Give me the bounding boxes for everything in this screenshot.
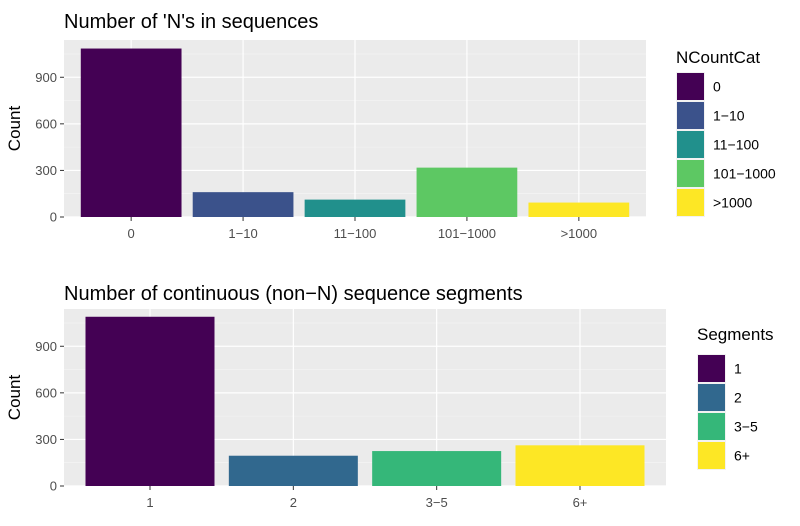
y-tick-label: 900 xyxy=(35,70,57,85)
bar xyxy=(372,451,502,486)
legend-swatch xyxy=(677,102,704,129)
legend-swatch xyxy=(677,73,704,100)
x-tick-label: 1 xyxy=(146,495,153,510)
y-axis-title: Count xyxy=(5,106,24,152)
x-tick-label: 6+ xyxy=(573,495,588,510)
legend-swatch xyxy=(698,442,725,469)
x-tick-label: 11−100 xyxy=(334,226,377,241)
bar xyxy=(304,199,406,217)
y-tick-label: 300 xyxy=(35,163,57,178)
legend-swatch xyxy=(677,160,704,187)
bar xyxy=(528,202,630,217)
legend-swatch xyxy=(698,355,725,382)
bar xyxy=(80,48,182,217)
x-tick-label: 2 xyxy=(290,495,297,510)
bar xyxy=(85,316,215,486)
chart-1: Number of 'N's in sequences 0 300 600 900 0 1−… xyxy=(5,11,776,241)
bar xyxy=(192,192,294,217)
legend-label: 101−1000 xyxy=(713,166,776,182)
bar xyxy=(416,167,518,217)
legend-label: 0 xyxy=(713,79,721,95)
y-tick-label: 600 xyxy=(35,385,57,400)
legend-label: 11−100 xyxy=(713,137,759,153)
legend-title: NCountCat xyxy=(676,48,760,67)
x-tick-label: >1000 xyxy=(561,226,598,241)
bar xyxy=(515,445,645,486)
x-tick-label: 101−1000 xyxy=(438,226,496,241)
legend-swatch xyxy=(677,189,704,216)
x-tick-label: 3−5 xyxy=(426,495,448,510)
legend-swatch xyxy=(698,384,725,411)
chart-title: Number of continuous (non−N) sequence se… xyxy=(64,283,523,305)
bar xyxy=(228,455,358,486)
legend-swatch xyxy=(698,413,725,440)
y-tick-label: 300 xyxy=(35,432,57,447)
chart-title: Number of 'N's in sequences xyxy=(64,11,318,33)
y-axis-title: Count xyxy=(5,375,24,421)
legend-label: 3−5 xyxy=(734,419,758,435)
legend-label: 6+ xyxy=(734,448,750,464)
y-tick-label: 0 xyxy=(50,479,57,494)
legend-swatch xyxy=(677,131,704,158)
x-tick-label: 1−10 xyxy=(228,226,257,241)
legend-label: 1−10 xyxy=(713,108,745,124)
legend-label: 2 xyxy=(734,390,742,406)
y-tick-label: 900 xyxy=(35,339,57,354)
y-tick-label: 0 xyxy=(50,210,57,225)
y-tick-label: 600 xyxy=(35,116,57,131)
x-tick-label: 0 xyxy=(128,226,135,241)
legend-label: 1 xyxy=(734,361,742,377)
chart-2: Number of continuous (non−N) sequence se… xyxy=(5,283,774,510)
legend-title: Segments xyxy=(697,325,774,344)
legend-label: >1000 xyxy=(713,195,753,211)
